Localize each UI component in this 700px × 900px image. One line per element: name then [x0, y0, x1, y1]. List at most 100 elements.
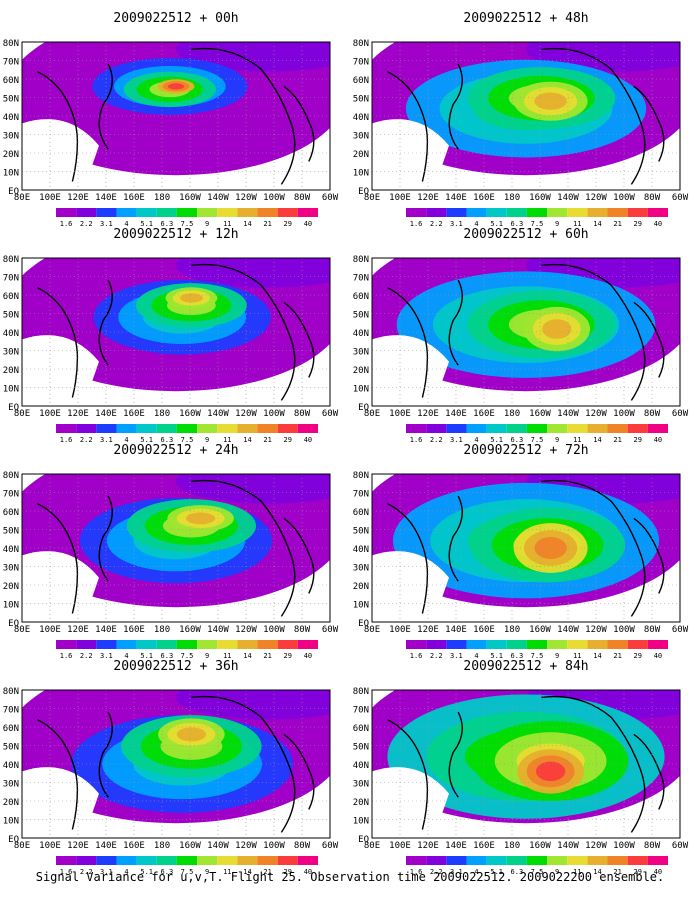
colorbar-label: 2.2	[80, 652, 93, 660]
variance-field	[372, 690, 680, 838]
lon-tick-label: 80E	[14, 625, 30, 635]
colorbar-swatch	[56, 856, 77, 865]
lon-tick-label: 60W	[672, 409, 689, 419]
colorbar-swatch	[217, 640, 238, 649]
lon-tick-label: 140W	[207, 193, 229, 203]
colorbar-swatch	[257, 424, 278, 433]
colorbar-label: 5.1	[140, 220, 153, 228]
lat-tick-label: 10N	[353, 817, 369, 827]
contour-level	[167, 83, 185, 90]
colorbar-swatch	[506, 208, 527, 217]
lat-tick-label: 60N	[3, 76, 19, 86]
colorbar-swatch	[426, 856, 447, 865]
colorbar-label: 6.3	[511, 868, 524, 876]
colorbar-swatch	[647, 640, 668, 649]
lon-tick-label: 140E	[95, 193, 117, 203]
colorbar-label: 21	[263, 436, 271, 444]
colorbar-label: 2.2	[80, 436, 93, 444]
contour-level	[186, 512, 216, 525]
lon-tick-label: 180	[154, 409, 170, 419]
panel-title: 2009022512 + 60h	[463, 227, 588, 242]
lon-tick-label: 80W	[644, 193, 661, 203]
coastline	[387, 695, 665, 833]
lat-tick-label: 50N	[353, 527, 369, 537]
colorbar-swatch	[197, 424, 218, 433]
colorbar-label: 29	[634, 436, 642, 444]
map-frame	[21, 473, 331, 623]
lat-tick-label: 60N	[353, 508, 369, 518]
lat-tick-label: 80N	[3, 255, 19, 265]
colorbar-label: 21	[263, 868, 271, 876]
colorbar-swatch	[567, 208, 588, 217]
colorbar-swatch	[237, 208, 258, 217]
lon-tick-label: 120E	[417, 409, 439, 419]
lat-tick-label: 50N	[353, 311, 369, 321]
lon-tick-label: 100W	[613, 841, 635, 851]
colorbar-swatch	[237, 640, 258, 649]
colorbar-label: 1.6	[410, 220, 423, 228]
colorbar-swatch	[156, 424, 177, 433]
colorbar-swatch	[76, 856, 97, 865]
colorbar-swatch	[116, 208, 137, 217]
colorbar-label: 6.3	[161, 868, 174, 876]
panel-title: 2009022512 + 48h	[463, 11, 588, 26]
lon-tick-label: 120W	[585, 625, 607, 635]
lon-tick-label: 60W	[322, 193, 339, 203]
lat-tick-label: 20N	[353, 582, 369, 592]
colorbar-label: 6.3	[161, 220, 174, 228]
lon-tick-label: 140E	[95, 841, 117, 851]
colorbar-label: 4	[124, 652, 128, 660]
lat-tick-label: 50N	[353, 743, 369, 753]
lon-tick-label: 120W	[235, 625, 257, 635]
colorbar-swatch	[96, 640, 117, 649]
variance-field	[22, 690, 330, 838]
colorbar-label: 7.5	[181, 436, 194, 444]
lon-tick-label: 100E	[389, 193, 411, 203]
lon-tick-label: 160W	[529, 409, 551, 419]
colorbar-swatch	[116, 424, 137, 433]
lat-tick-label: 50N	[3, 311, 19, 321]
colorbar-swatch	[587, 640, 608, 649]
colorbar-label: 29	[634, 868, 642, 876]
colorbar-swatch	[56, 640, 77, 649]
colorbar-label: 11	[223, 220, 231, 228]
colorbar-label: 40	[654, 652, 662, 660]
colorbar-swatch	[257, 640, 278, 649]
colorbar-swatch	[217, 856, 238, 865]
colorbar-swatch	[76, 640, 97, 649]
colorbar-label: 1.6	[60, 652, 73, 660]
lon-tick-label: 180	[504, 625, 520, 635]
lon-tick-label: 140E	[445, 409, 467, 419]
colorbar-swatch	[116, 640, 137, 649]
lat-tick-label: EQ	[358, 835, 369, 845]
lat-tick-label: 10N	[3, 385, 19, 395]
contour-low	[176, 690, 330, 720]
colorbar-label: 11	[223, 652, 231, 660]
map-panel-p12: 2009022512 + 12h 80N 70N 60N 50N 40N 30N 20N 10N…	[3, 227, 339, 444]
colorbar-label: 21	[613, 436, 621, 444]
lat-tick-label: 10N	[353, 385, 369, 395]
coastline	[37, 479, 315, 617]
panel-title: 2009022512 + 72h	[463, 443, 588, 458]
lat-tick-label: 20N	[3, 150, 19, 160]
colorbar-label: 11	[223, 868, 231, 876]
colorbar-label: 21	[613, 868, 621, 876]
lat-tick-label: 60N	[353, 76, 369, 86]
lon-tick-label: 100W	[613, 409, 635, 419]
colorbar-label: 40	[304, 652, 312, 660]
low-signal-area	[372, 767, 449, 838]
colorbar-label: 7.5	[181, 868, 194, 876]
colorbar-label: 3.1	[100, 220, 113, 228]
contour-level	[534, 92, 567, 110]
low-signal-area	[372, 551, 449, 622]
lat-tick-label: 70N	[353, 490, 369, 500]
colorbar-swatch	[607, 640, 628, 649]
coastline	[37, 695, 315, 833]
colorbar-label: 1.6	[60, 220, 73, 228]
lat-tick-label: 40N	[3, 329, 19, 339]
lat-tick-label: 70N	[353, 274, 369, 284]
colorbar-swatch	[277, 424, 298, 433]
lon-tick-label: 120E	[417, 841, 439, 851]
colorbar-swatch	[466, 640, 487, 649]
colorbar-label: 40	[654, 220, 662, 228]
